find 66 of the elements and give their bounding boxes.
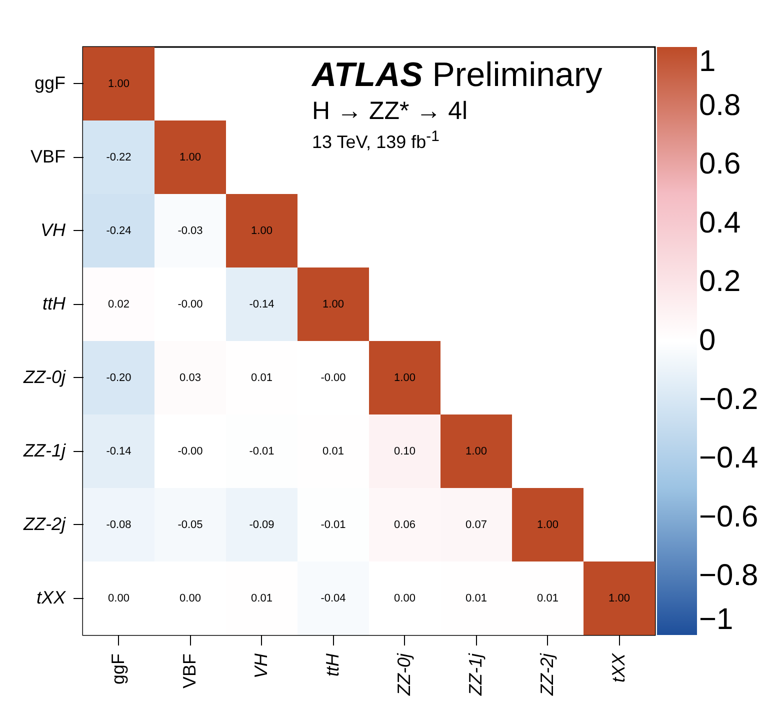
data-label: 0.06: [394, 518, 416, 531]
data-label: -0.09: [249, 518, 274, 531]
color-bar-label: 0.6: [699, 148, 741, 181]
data-label: 0.00: [180, 592, 201, 604]
annotation: H → ZZ* → 4l: [312, 97, 469, 126]
x-tick-label: ZZ-0j: [394, 652, 414, 696]
x-tick-label: ZZ-2j: [536, 652, 557, 696]
x-tick-label: VH: [250, 652, 271, 679]
data-label: 0.01: [251, 592, 272, 604]
x-tick-label: ttH: [322, 652, 342, 677]
data-label: 1.00: [251, 224, 272, 237]
y-tick-label: ZZ-1j: [22, 440, 66, 460]
data-label: -0.01: [320, 518, 346, 531]
data-label: 1.00: [108, 78, 130, 90]
annotation: 13 TeV, 139 fb$^{-1}$: [312, 128, 440, 153]
data-label: -0.24: [106, 224, 132, 237]
data-label: -0.20: [106, 372, 132, 384]
data-label: -0.00: [178, 298, 203, 310]
y-tick-label: ggF: [34, 72, 66, 93]
data-label: -0.08: [106, 518, 132, 531]
data-label: -0.22: [106, 151, 132, 164]
data-label: 0.01: [251, 372, 272, 384]
color-bar-label: 0.2: [699, 265, 741, 298]
data-label: -0.05: [178, 518, 203, 531]
x-tick-label: VBF: [179, 654, 200, 689]
color-bar-label: 1: [699, 45, 716, 78]
data-label: 0.00: [108, 592, 130, 604]
color-bar-label: 0.4: [699, 206, 741, 240]
y-tick-label: ZZ-2j: [22, 514, 66, 534]
data-label: 1.00: [537, 518, 558, 531]
data-label: -0.04: [320, 592, 346, 604]
data-label: 1.00: [608, 592, 630, 604]
data-label: 0.00: [394, 592, 416, 604]
data-label: 0.01: [537, 592, 558, 604]
data-label: 1.00: [322, 298, 344, 310]
data-label: 0.02: [108, 298, 130, 310]
x-tick-label: ZZ-1j: [465, 652, 486, 696]
data-label: -0.00: [178, 445, 203, 458]
y-tick-label: ttH: [42, 293, 66, 314]
x-tick-label: tXX: [608, 652, 628, 683]
data-label: 1.00: [466, 445, 487, 458]
data-label: 0.03: [180, 372, 201, 384]
y-tick-label: tXX: [36, 587, 66, 608]
data-label: 0.01: [322, 445, 344, 458]
x-tick-label: ggF: [108, 654, 128, 685]
data-label: 0.10: [394, 445, 416, 458]
annotation: ATLAS Preliminary: [312, 56, 602, 94]
color-bar-label: −0.2: [699, 382, 758, 416]
data-label: 0.07: [466, 518, 487, 531]
color-bar-label: −0.6: [699, 500, 758, 534]
data-label: -0.14: [249, 298, 274, 310]
data-label: -0.01: [249, 445, 274, 458]
color-bar-label: 0.8: [699, 88, 741, 122]
data-label: -0.03: [178, 224, 203, 237]
data-label: 1.00: [180, 151, 201, 164]
y-tick-label: VH: [40, 220, 66, 240]
y-tick-label: VBF: [30, 146, 66, 166]
color-bar-label: −0.4: [699, 442, 758, 475]
data-label: 0.01: [466, 592, 487, 604]
data-label: 1.00: [394, 372, 416, 384]
y-tick-label: ZZ-0j: [22, 366, 66, 387]
color-bar-label: 0: [699, 324, 716, 357]
color-bar-label: −1: [699, 603, 734, 636]
data-label: -0.00: [320, 372, 346, 384]
data-label: -0.14: [106, 445, 132, 458]
color-bar-label: −0.8: [699, 559, 758, 592]
